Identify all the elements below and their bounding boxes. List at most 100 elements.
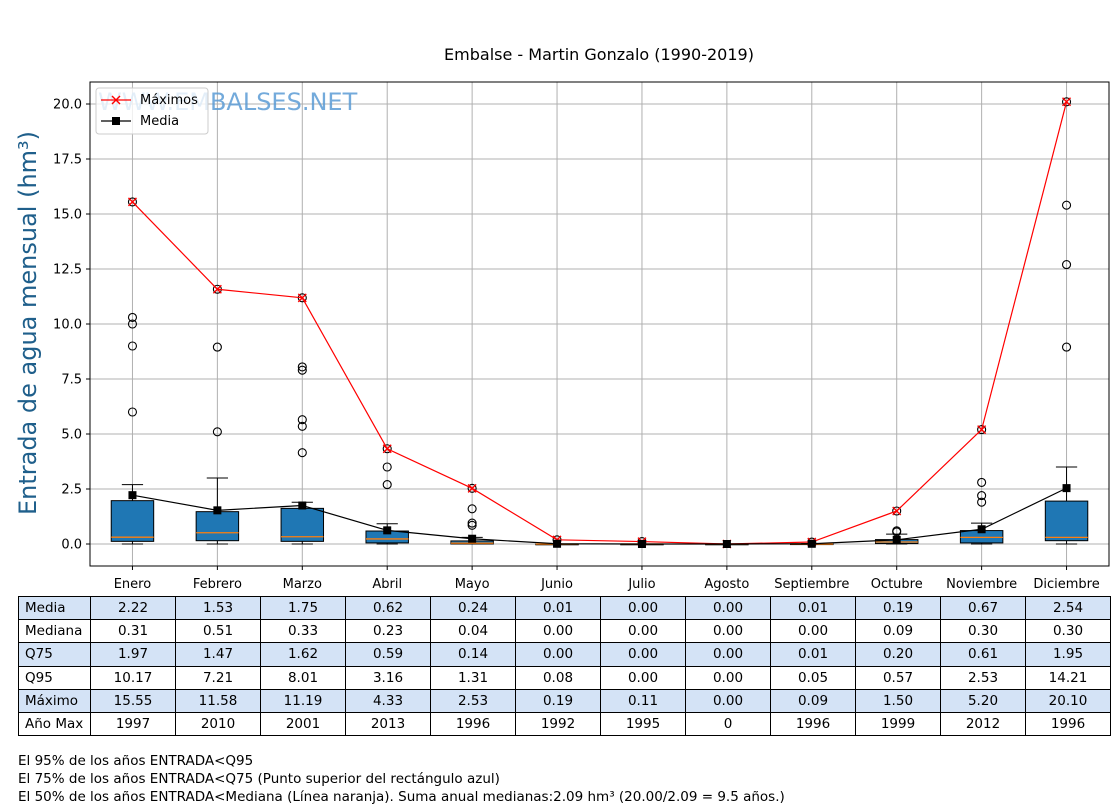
table-row: Q75 1.97 1.47 1.62 0.59 0.14 0.00 0.00 0.00 0.01 0…: [18, 642, 1111, 667]
outlier-point: [297, 362, 307, 372]
box-diciembre: [1044, 97, 1089, 545]
table-cell: 0.09: [770, 688, 856, 713]
table-cell: 0.62: [345, 595, 431, 621]
legend-square-marker: [112, 117, 120, 125]
table-cell: 0.11: [600, 688, 686, 713]
y-tick-label: 15.0: [53, 208, 82, 223]
table-cell: 0.31: [90, 619, 176, 644]
media-point: [468, 534, 477, 543]
y-tick-label: 17.5: [53, 153, 82, 168]
table-cell: 0.00: [600, 595, 686, 621]
x-tick-label: Junio: [540, 577, 573, 592]
media-point: [807, 539, 816, 548]
y-axis-label: Entrada de agua mensual (hm³): [14, 131, 42, 515]
table-cell: 3.16: [345, 665, 431, 690]
maximo-point: [977, 425, 987, 435]
table-cell: 1996: [430, 711, 516, 737]
media-point: [722, 540, 731, 548]
table-row: Q95 10.17 7.21 8.01 3.16 1.31 0.08 0.00 0.00 0.05…: [18, 665, 1111, 690]
table-cell: 0.20: [855, 642, 941, 667]
outlier-point: [212, 342, 222, 352]
table-cell: 2.22: [90, 595, 176, 621]
y-tick-label: 7.5: [61, 373, 82, 388]
table-cell: 0.05: [770, 665, 856, 690]
table-row-label: Q95: [18, 665, 91, 690]
media-point: [128, 491, 137, 500]
note-q95: El 95% de los años ENTRADA<Q95: [18, 753, 254, 769]
table-cell: 1995: [600, 711, 686, 737]
table-cell: 4.33: [345, 688, 431, 713]
table-cell: 7.21: [175, 665, 261, 690]
table-cell: 1996: [1025, 711, 1111, 737]
maximo-point: [127, 197, 137, 207]
table-cell: 0.24: [430, 595, 516, 621]
table-cell: 5.20: [940, 688, 1026, 713]
table-cell: 1.31: [430, 665, 516, 690]
media-point: [553, 539, 562, 548]
table-cell: 2.53: [940, 665, 1026, 690]
table-cell: 0.00: [515, 642, 601, 667]
x-tick-label: Enero: [114, 577, 152, 592]
y-tick-label: 20.0: [53, 98, 82, 113]
table-row-label: Media: [18, 595, 91, 621]
outlier-point: [977, 425, 987, 435]
box-noviembre: [959, 425, 1004, 545]
table-cell: 0: [685, 711, 771, 737]
table-cell: 0.30: [1025, 619, 1111, 644]
maximo-point: [297, 293, 307, 303]
table-cell: 0.19: [855, 595, 941, 621]
outlier-point: [1061, 260, 1072, 270]
table-row-label: Mediana: [18, 619, 91, 644]
outlier-point: [382, 462, 392, 472]
outlier-point: [127, 407, 138, 417]
table-cell: 0.00: [515, 619, 601, 644]
table-cell: 1997: [90, 711, 176, 737]
outlier-point: [127, 319, 138, 329]
table-cell: 1.50: [855, 688, 941, 713]
table-cell: 0.01: [770, 595, 856, 621]
table-cell: 0.51: [175, 619, 261, 644]
maximo-point: [467, 483, 477, 493]
table-cell: 0.00: [685, 595, 771, 621]
table-cell: 1.97: [90, 642, 176, 667]
table-cell: 1.53: [175, 595, 261, 621]
media-point: [213, 506, 222, 515]
table-cell: 0.00: [685, 642, 771, 667]
table-cell: 2012: [940, 711, 1026, 737]
table-cell: 0.00: [600, 619, 686, 644]
table-cell: 0.08: [515, 665, 601, 690]
note-q75: El 75% de los años ENTRADA<Q75 (Punto su…: [18, 771, 500, 787]
notes: El 95% de los años ENTRADA<Q95 El 75% de…: [18, 752, 785, 806]
table-cell: 14.21: [1025, 665, 1111, 690]
table-cell: 0.00: [685, 688, 771, 713]
outlier-point: [977, 497, 987, 507]
table-cell: 0.14: [430, 642, 516, 667]
note-mediana: El 50% de los años ENTRADA<Mediana (Líne…: [18, 789, 785, 805]
table-cell: 0.23: [345, 619, 431, 644]
table-cell: 0.00: [600, 665, 686, 690]
maximo-point: [212, 284, 222, 294]
media-point: [298, 501, 307, 510]
table-cell: 0.19: [515, 688, 601, 713]
table-cell: 10.17: [90, 665, 176, 690]
outlier-point: [977, 491, 987, 501]
box-iqr: [195, 511, 240, 542]
x-tick-label: Abril: [372, 577, 402, 592]
table-cell: 0.00: [685, 665, 771, 690]
table-cell: 0.01: [770, 642, 856, 667]
legend-label-media: Media: [140, 114, 179, 129]
x-tick-label: Julio: [627, 577, 655, 592]
series-line-maximos: [132, 101, 1068, 545]
outlier-point: [127, 197, 138, 207]
table-row-label: Máximo: [18, 688, 91, 713]
stats-table: Media 2.22 1.53 1.75 0.62 0.24 0.01 0.00 0.00 0.0…: [18, 595, 1111, 737]
y-tick-label: 5.0: [61, 428, 82, 443]
table-cell: 2013: [345, 711, 431, 737]
table-cell: 2.54: [1025, 595, 1111, 621]
table-cell: 11.19: [260, 688, 346, 713]
x-tick-label: Febrero: [193, 577, 242, 592]
table-cell: 1996: [770, 711, 856, 737]
y-tick-label: 0.0: [61, 538, 82, 553]
table-row: Media 2.22 1.53 1.75 0.62 0.24 0.01 0.00 0.00 0.0…: [18, 595, 1111, 621]
legend-label-maximos: Máximos: [140, 93, 198, 108]
